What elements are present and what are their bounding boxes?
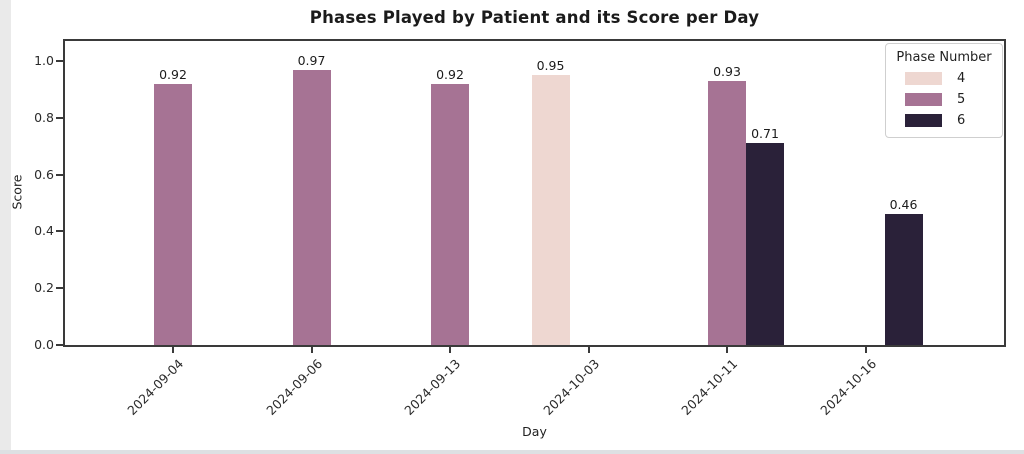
x-tick-label-text: 2024-09-04 xyxy=(124,356,187,418)
bar-value-label: 0.92 xyxy=(159,66,187,82)
y-tick-mark xyxy=(56,344,63,346)
x-tick-label-text: 2024-10-11 xyxy=(678,356,741,418)
x-tick-mark xyxy=(449,347,451,353)
screenshot-bottom-edge xyxy=(0,450,1024,454)
legend-row: 4 xyxy=(905,71,996,86)
y-tick-mark xyxy=(56,116,63,119)
y-tick-mark xyxy=(56,287,63,290)
bar-value-label: 0.92 xyxy=(436,66,464,82)
bar-phase-4 xyxy=(531,75,570,345)
x-tick-mark xyxy=(726,347,728,353)
y-tick-mark xyxy=(56,173,63,176)
bar-phase-5 xyxy=(431,83,469,345)
bar-value-label: 0.95 xyxy=(536,58,565,74)
legend: Phase Number 4 5 6 xyxy=(885,43,1003,138)
x-tick-mark xyxy=(587,347,590,353)
x-axis-label: Day xyxy=(522,424,547,439)
legend-swatch-icon xyxy=(905,93,942,106)
x-tick-label-text: 2024-09-06 xyxy=(263,356,326,418)
y-tick-label: 0.8 xyxy=(34,109,54,125)
bar-value-label: 0.97 xyxy=(297,52,326,68)
y-tick-label: 1.0 xyxy=(34,53,54,68)
legend-title: Phase Number xyxy=(896,50,992,65)
bar-phase-6 xyxy=(746,143,784,345)
bar-phase-6 xyxy=(884,214,923,345)
x-tick-mark xyxy=(310,347,313,353)
y-tick-label: 0.6 xyxy=(34,166,54,182)
x-tick-mark xyxy=(172,347,174,353)
legend-label: 5 xyxy=(957,92,966,107)
legend-row: 5 xyxy=(905,92,996,107)
bar-value-label: 0.71 xyxy=(751,126,779,142)
bar-value-label: 0.46 xyxy=(889,197,918,213)
legend-label: 6 xyxy=(957,113,966,128)
y-tick-label: 0.4 xyxy=(34,223,54,239)
y-tick-mark xyxy=(56,60,63,62)
bar-phase-5 xyxy=(154,83,192,345)
bar-value-label: 0.93 xyxy=(713,63,741,79)
x-tick-label-text: 2024-09-13 xyxy=(401,356,464,418)
legend-row: 6 xyxy=(905,113,996,128)
y-tick-mark xyxy=(56,230,63,233)
bar-phase-5 xyxy=(292,69,331,345)
bar-phase-5 xyxy=(708,80,746,345)
x-tick-mark xyxy=(864,347,867,353)
screenshot-left-edge xyxy=(0,0,11,454)
x-tick-label-text: 2024-10-16 xyxy=(817,356,880,418)
legend-swatch-icon xyxy=(905,72,942,85)
legend-label: 4 xyxy=(957,71,966,86)
x-tick-label-text: 2024-10-03 xyxy=(540,356,603,418)
y-tick-label: 0.0 xyxy=(34,337,54,352)
legend-swatch-icon xyxy=(905,114,942,127)
chart-title: Phases Played by Patient and its Score p… xyxy=(309,8,760,27)
y-tick-label: 0.2 xyxy=(34,280,54,296)
